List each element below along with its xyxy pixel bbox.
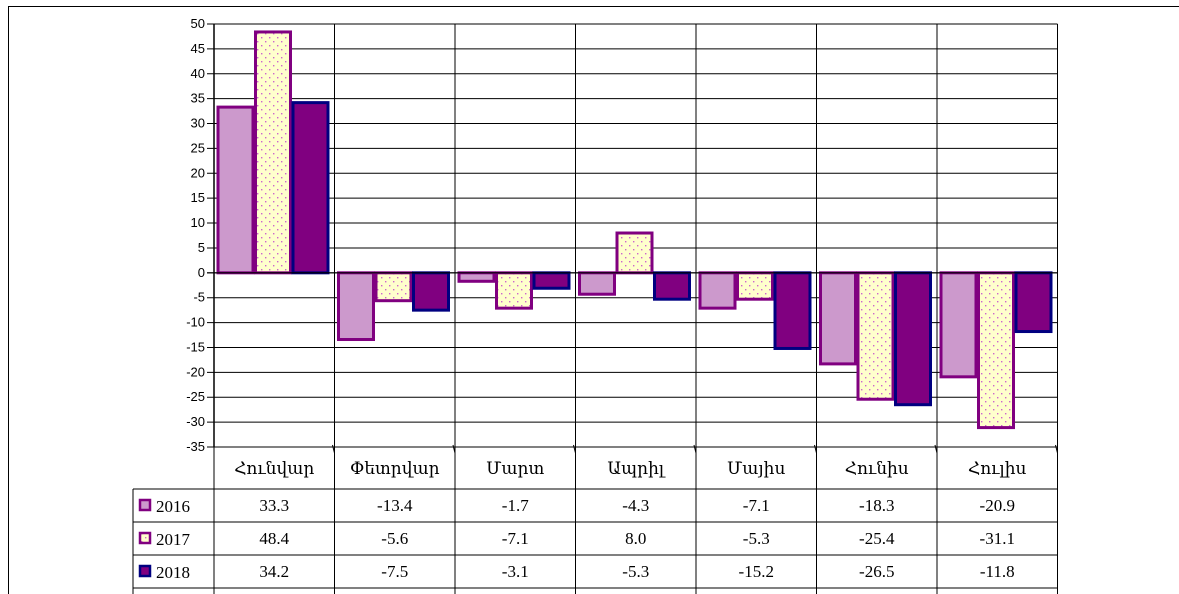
data-label: -26.5: [859, 562, 894, 581]
x-category-label: Հունիս: [845, 459, 909, 478]
data-label: -13.4: [377, 496, 413, 515]
x-category-label: Փետրվար: [350, 459, 440, 478]
y-tick-label: -35: [186, 439, 205, 454]
data-label: 8.0: [625, 529, 646, 548]
data-label: -18.3: [859, 496, 894, 515]
y-tick-label: -5: [193, 290, 205, 305]
x-category-label: Հունվար: [234, 459, 314, 478]
bar-2017-Ապրիլ: [615, 231, 654, 275]
y-tick-label: 15: [191, 190, 205, 205]
bar-2016-Մարտ: [457, 271, 496, 283]
data-label: -5.3: [743, 529, 770, 548]
bar-2018-Ապրիլ: [653, 271, 691, 301]
bar-2016-Ապրիլ: [578, 271, 616, 296]
bar-2017-Մարտ: [495, 271, 533, 310]
data-label: -7.1: [502, 529, 529, 548]
data-label: -25.4: [859, 529, 895, 548]
y-tick-label: 50: [191, 16, 205, 31]
y-tick-label: -15: [186, 339, 205, 354]
bar-2018-Հուլիս: [1014, 271, 1053, 334]
y-tick-label: 20: [191, 165, 205, 180]
y-tick-label: 40: [191, 66, 205, 81]
data-label: -5.3: [622, 562, 649, 581]
bar-2017-Փետրվար: [374, 271, 413, 303]
y-tick-label: -20: [186, 364, 205, 379]
bar-2016-Հունիս: [819, 271, 857, 366]
bar-2018-Հունիս: [894, 271, 932, 407]
data-label: 48.4: [259, 529, 289, 548]
data-label: 34.2: [259, 562, 289, 581]
y-tick-label: 5: [198, 240, 205, 255]
bar-2018-Փետրվար: [412, 271, 450, 312]
bar-2017-Մայիս: [736, 271, 774, 301]
y-tick-label: 45: [191, 41, 205, 56]
legend-swatch-2017: [138, 531, 152, 545]
data-label: -20.9: [980, 496, 1015, 515]
bar-2017-Հունվար: [254, 30, 292, 275]
x-category-label: Մայիս: [727, 459, 785, 478]
y-tick-label: 10: [191, 215, 205, 230]
x-category-label: Ապրիլ: [607, 459, 665, 478]
data-label: -15.2: [739, 562, 774, 581]
y-tick-label: 30: [191, 116, 205, 131]
data-label: -11.8: [980, 562, 1015, 581]
data-label: -1.7: [502, 496, 529, 515]
bar-2016-Հունվար: [216, 105, 255, 275]
chart-frame: [8, 6, 1179, 594]
bar-2016-Մայիս: [698, 271, 737, 310]
bar-2018-Հունվար: [291, 101, 330, 275]
legend-label: 2017: [156, 530, 191, 549]
data-label: -31.1: [980, 529, 1015, 548]
y-tick-label: 0: [198, 265, 205, 280]
y-tick-label: 35: [191, 91, 205, 106]
data-label: -7.5: [381, 562, 408, 581]
y-tick-label: -30: [186, 414, 205, 429]
data-label: 33.3: [259, 496, 289, 515]
bar-2016-Հուլիս: [939, 271, 978, 379]
data-label: -5.6: [381, 529, 408, 548]
data-label: -7.1: [743, 496, 770, 515]
x-category-label: Մարտ: [486, 459, 544, 478]
data-label: -3.1: [502, 562, 529, 581]
x-category-label: Հուլիս: [968, 459, 1026, 478]
y-tick-label: -25: [186, 389, 205, 404]
legend-swatch-2016: [138, 498, 152, 512]
y-tick-label: 25: [191, 140, 205, 155]
bar-2017-Հունիս: [856, 271, 895, 401]
legend-swatch-2018: [138, 564, 152, 578]
y-tick-label: -10: [186, 315, 205, 330]
legend-label: 2016: [156, 497, 190, 516]
data-label: -4.3: [622, 496, 649, 515]
bar-2016-Փետրվար: [337, 271, 375, 342]
legend-label: 2018: [156, 563, 190, 582]
bar-2018-Մայիս: [773, 271, 812, 350]
bar-2018-Մարտ: [532, 271, 571, 290]
bar-2017-Հուլիս: [977, 271, 1015, 430]
